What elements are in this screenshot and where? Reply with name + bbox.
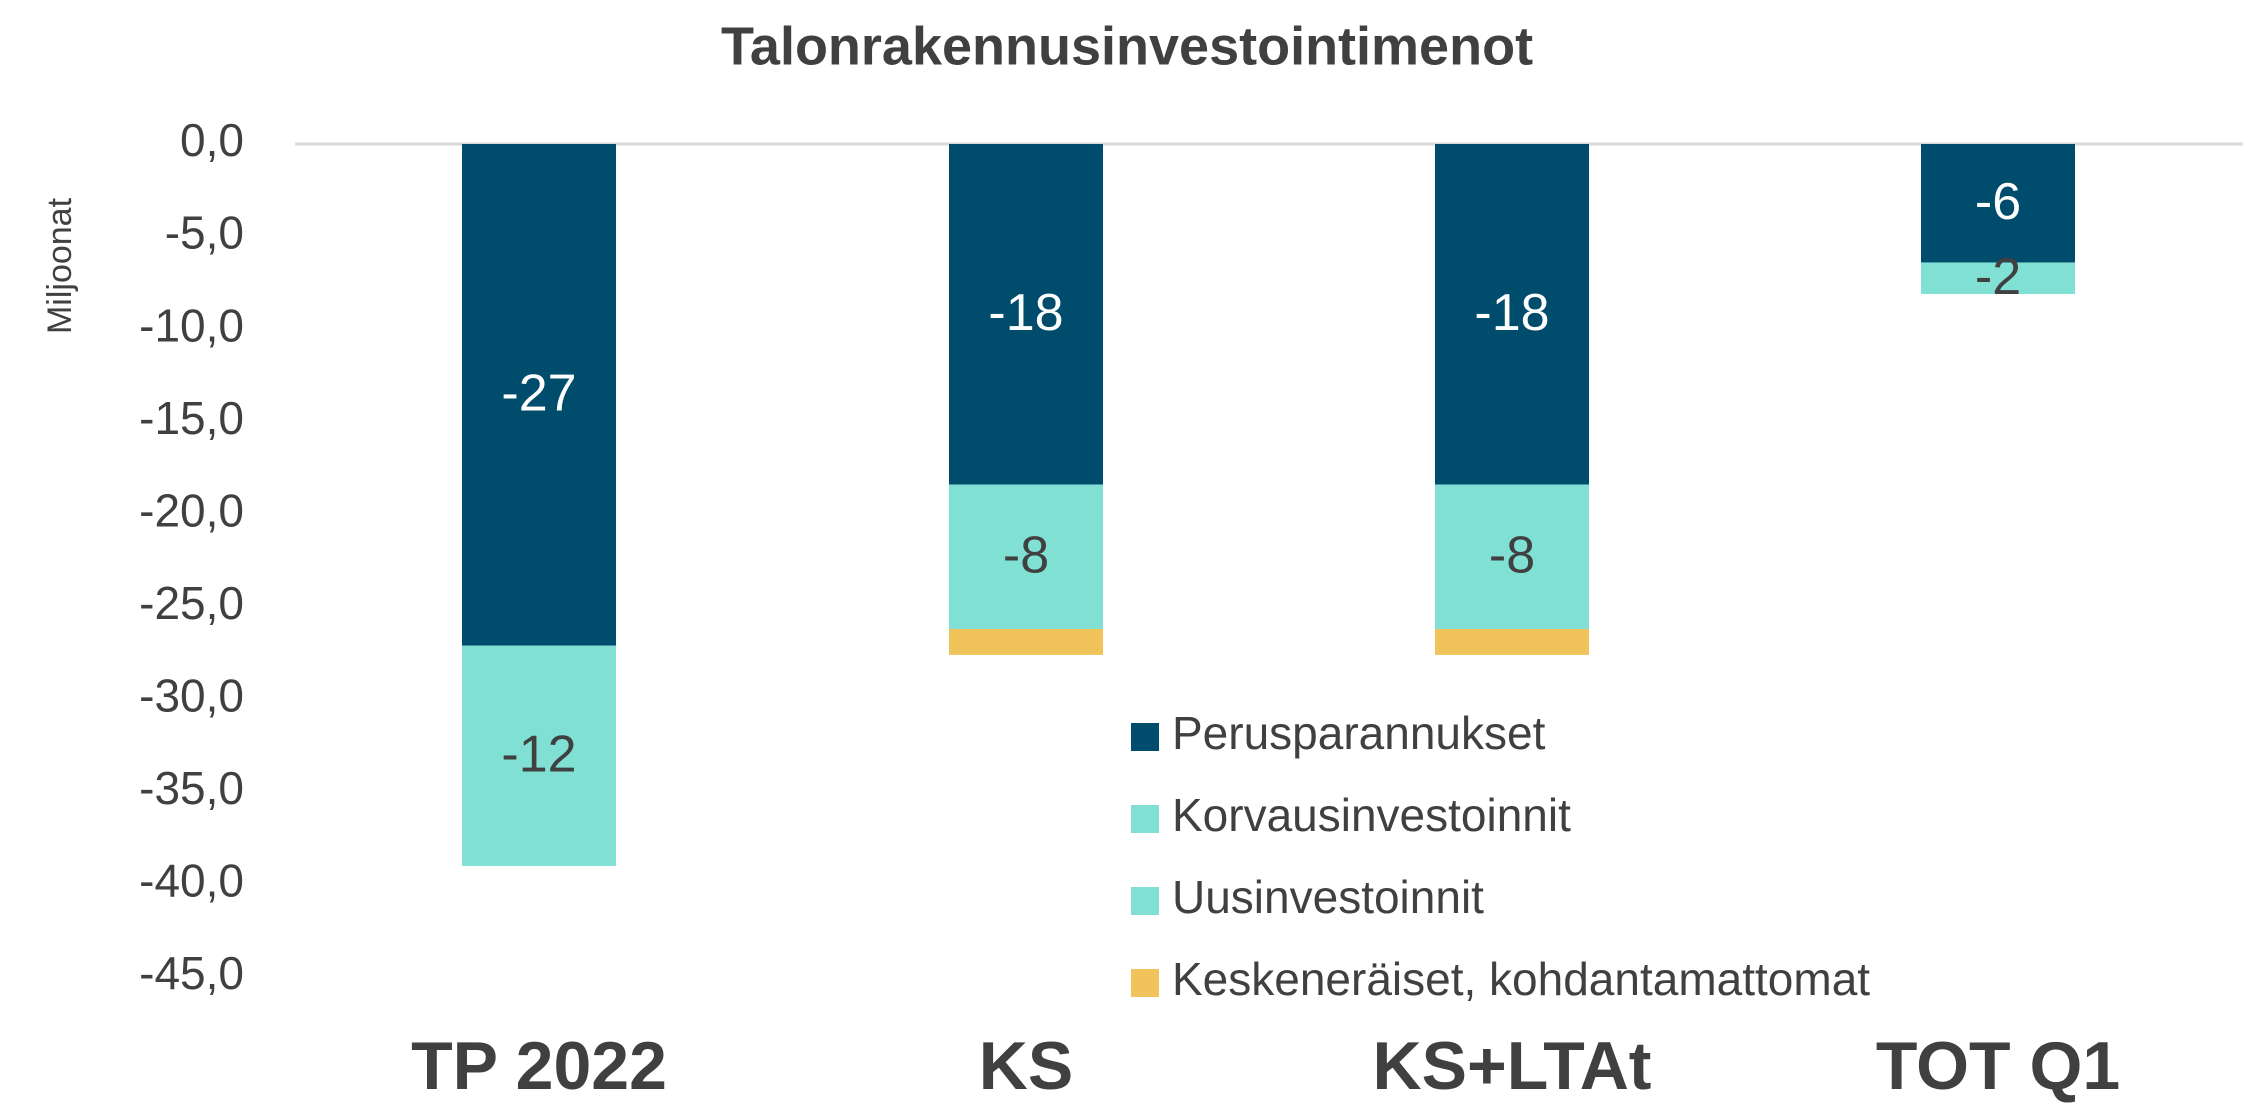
x-tick-label: TP 2022 — [411, 1028, 667, 1104]
legend-label: Korvausinvestoinnit — [1172, 789, 1571, 841]
chart-title: Talonrakennusinvestointimenot — [721, 16, 1533, 76]
bar-segment — [949, 144, 1103, 485]
data-label: -18 — [988, 284, 1063, 342]
bar-segment — [462, 144, 616, 646]
legend-swatch — [1131, 723, 1159, 751]
data-label: -6 — [1975, 173, 2021, 231]
x-tick-label: KS+LTAt — [1373, 1028, 1652, 1104]
y-tick-label: -15,0 — [139, 392, 244, 444]
y-tick-label: -45,0 — [139, 947, 244, 999]
bar-segment — [949, 484, 1103, 629]
data-label: -12 — [501, 726, 576, 784]
data-label: -18 — [1474, 284, 1549, 342]
bar-segment — [1435, 628, 1589, 655]
y-tick-label: 0,0 — [180, 114, 244, 166]
data-label: -8 — [1003, 527, 1049, 585]
data-label: -8 — [1489, 527, 1535, 585]
x-tick-label: KS — [979, 1028, 1073, 1104]
legend-label: Perusparannukset — [1172, 707, 1546, 759]
y-tick-label: -10,0 — [139, 299, 244, 351]
bar-segment — [949, 628, 1103, 655]
y-tick-label: -35,0 — [139, 762, 244, 814]
y-tick-label: -20,0 — [139, 484, 244, 536]
bar-segment — [1921, 144, 2075, 263]
data-label: -27 — [501, 365, 576, 423]
legend-label: Keskeneräiset, kohdantamattomat — [1172, 953, 1870, 1005]
data-label: -2 — [1975, 248, 2021, 306]
bar-segment — [1435, 144, 1589, 485]
legend-swatch — [1131, 887, 1159, 915]
legend-swatch — [1131, 805, 1159, 833]
y-tick-label: -5,0 — [165, 207, 244, 259]
bar-segment — [462, 645, 616, 866]
legend-swatch — [1131, 969, 1159, 997]
bar-segment — [1921, 262, 2075, 294]
y-tick-label: -25,0 — [139, 577, 244, 629]
y-tick-label: -40,0 — [139, 855, 244, 907]
y-axis-label: Miljoonat — [41, 197, 79, 334]
x-tick-label: TOT Q1 — [1876, 1028, 2120, 1104]
bar-segment — [1435, 484, 1589, 629]
legend-label: Uusinvestoinnit — [1172, 871, 1484, 923]
y-tick-label: -30,0 — [139, 669, 244, 721]
